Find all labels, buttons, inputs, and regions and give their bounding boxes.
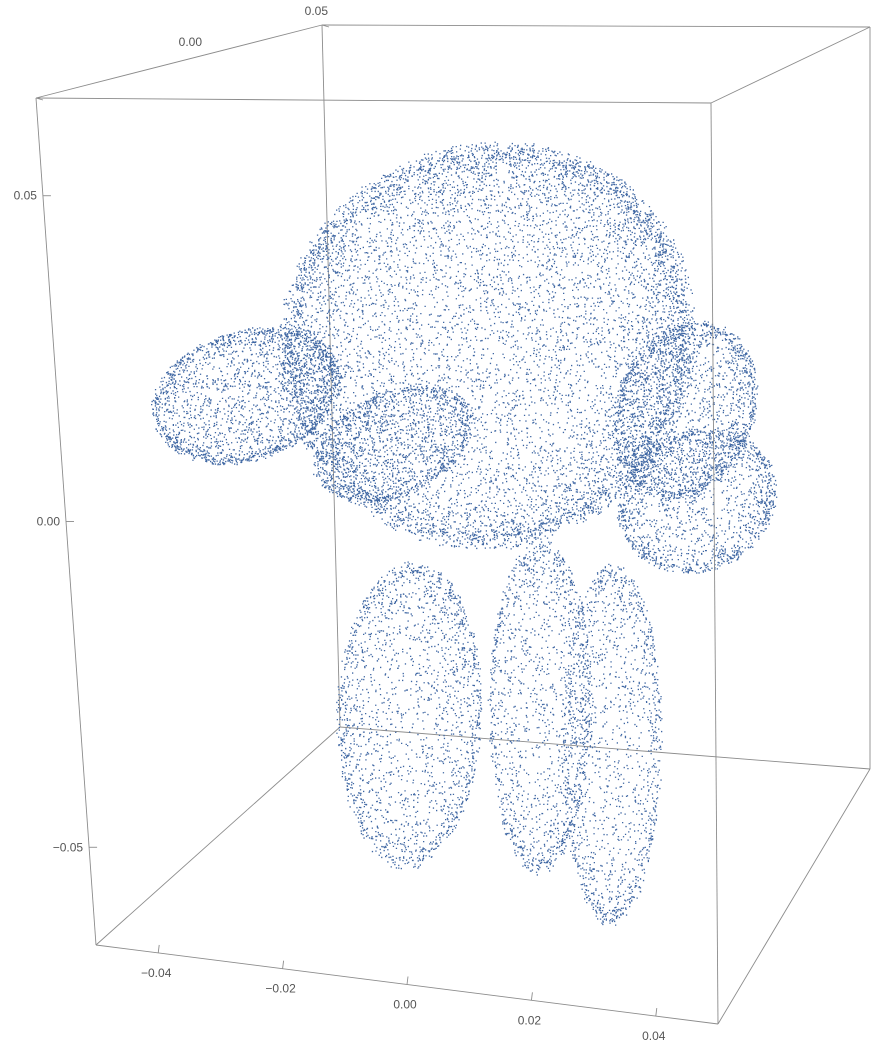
x-tick-mark — [655, 1008, 658, 1017]
box-edge-front-top — [35, 97, 712, 104]
x-tick-mark — [530, 992, 533, 1001]
x-tick-mark — [157, 944, 160, 953]
x-tick-label: −0.04 — [141, 966, 172, 980]
bounding-box-back-edges — [95, 24, 871, 946]
x-tick-label: 0.02 — [518, 1013, 542, 1027]
box-edge-top-right — [710, 26, 871, 104]
box-edge-bottom-right — [717, 768, 871, 1025]
y-tick-mark — [35, 97, 44, 101]
z-tick-label: −0.05 — [53, 840, 84, 854]
y-tick-mark — [321, 24, 330, 28]
box-edge-top-left — [35, 24, 323, 99]
box-edge-front-right — [710, 102, 719, 1025]
box-edge-bottom-left — [95, 726, 341, 946]
point-cloud — [151, 141, 778, 926]
box-edge-back-top — [321, 24, 871, 28]
x-tick-label: 0.04 — [642, 1029, 666, 1043]
axis-ticks: −0.04 −0.02 0.00 0.02 0.04 −0.05 0.00 0.05 0.00 0… — [14, 4, 666, 1043]
z-tick-label: 0.05 — [14, 189, 38, 203]
point-cloud-points — [151, 141, 778, 926]
x-tick-label: −0.02 — [265, 982, 296, 996]
bounding-box-front-edges — [35, 24, 871, 1025]
y-tick-label: 0.05 — [305, 4, 329, 18]
y-tick-label: 0.00 — [179, 35, 203, 49]
z-tick-label: 0.00 — [37, 515, 61, 529]
x-tick-label: 0.00 — [393, 998, 417, 1012]
x-tick-mark — [406, 976, 409, 985]
box-edge-back-bottom — [339, 726, 871, 770]
x-tick-mark — [282, 960, 285, 969]
box-edge-back-left — [321, 24, 341, 728]
